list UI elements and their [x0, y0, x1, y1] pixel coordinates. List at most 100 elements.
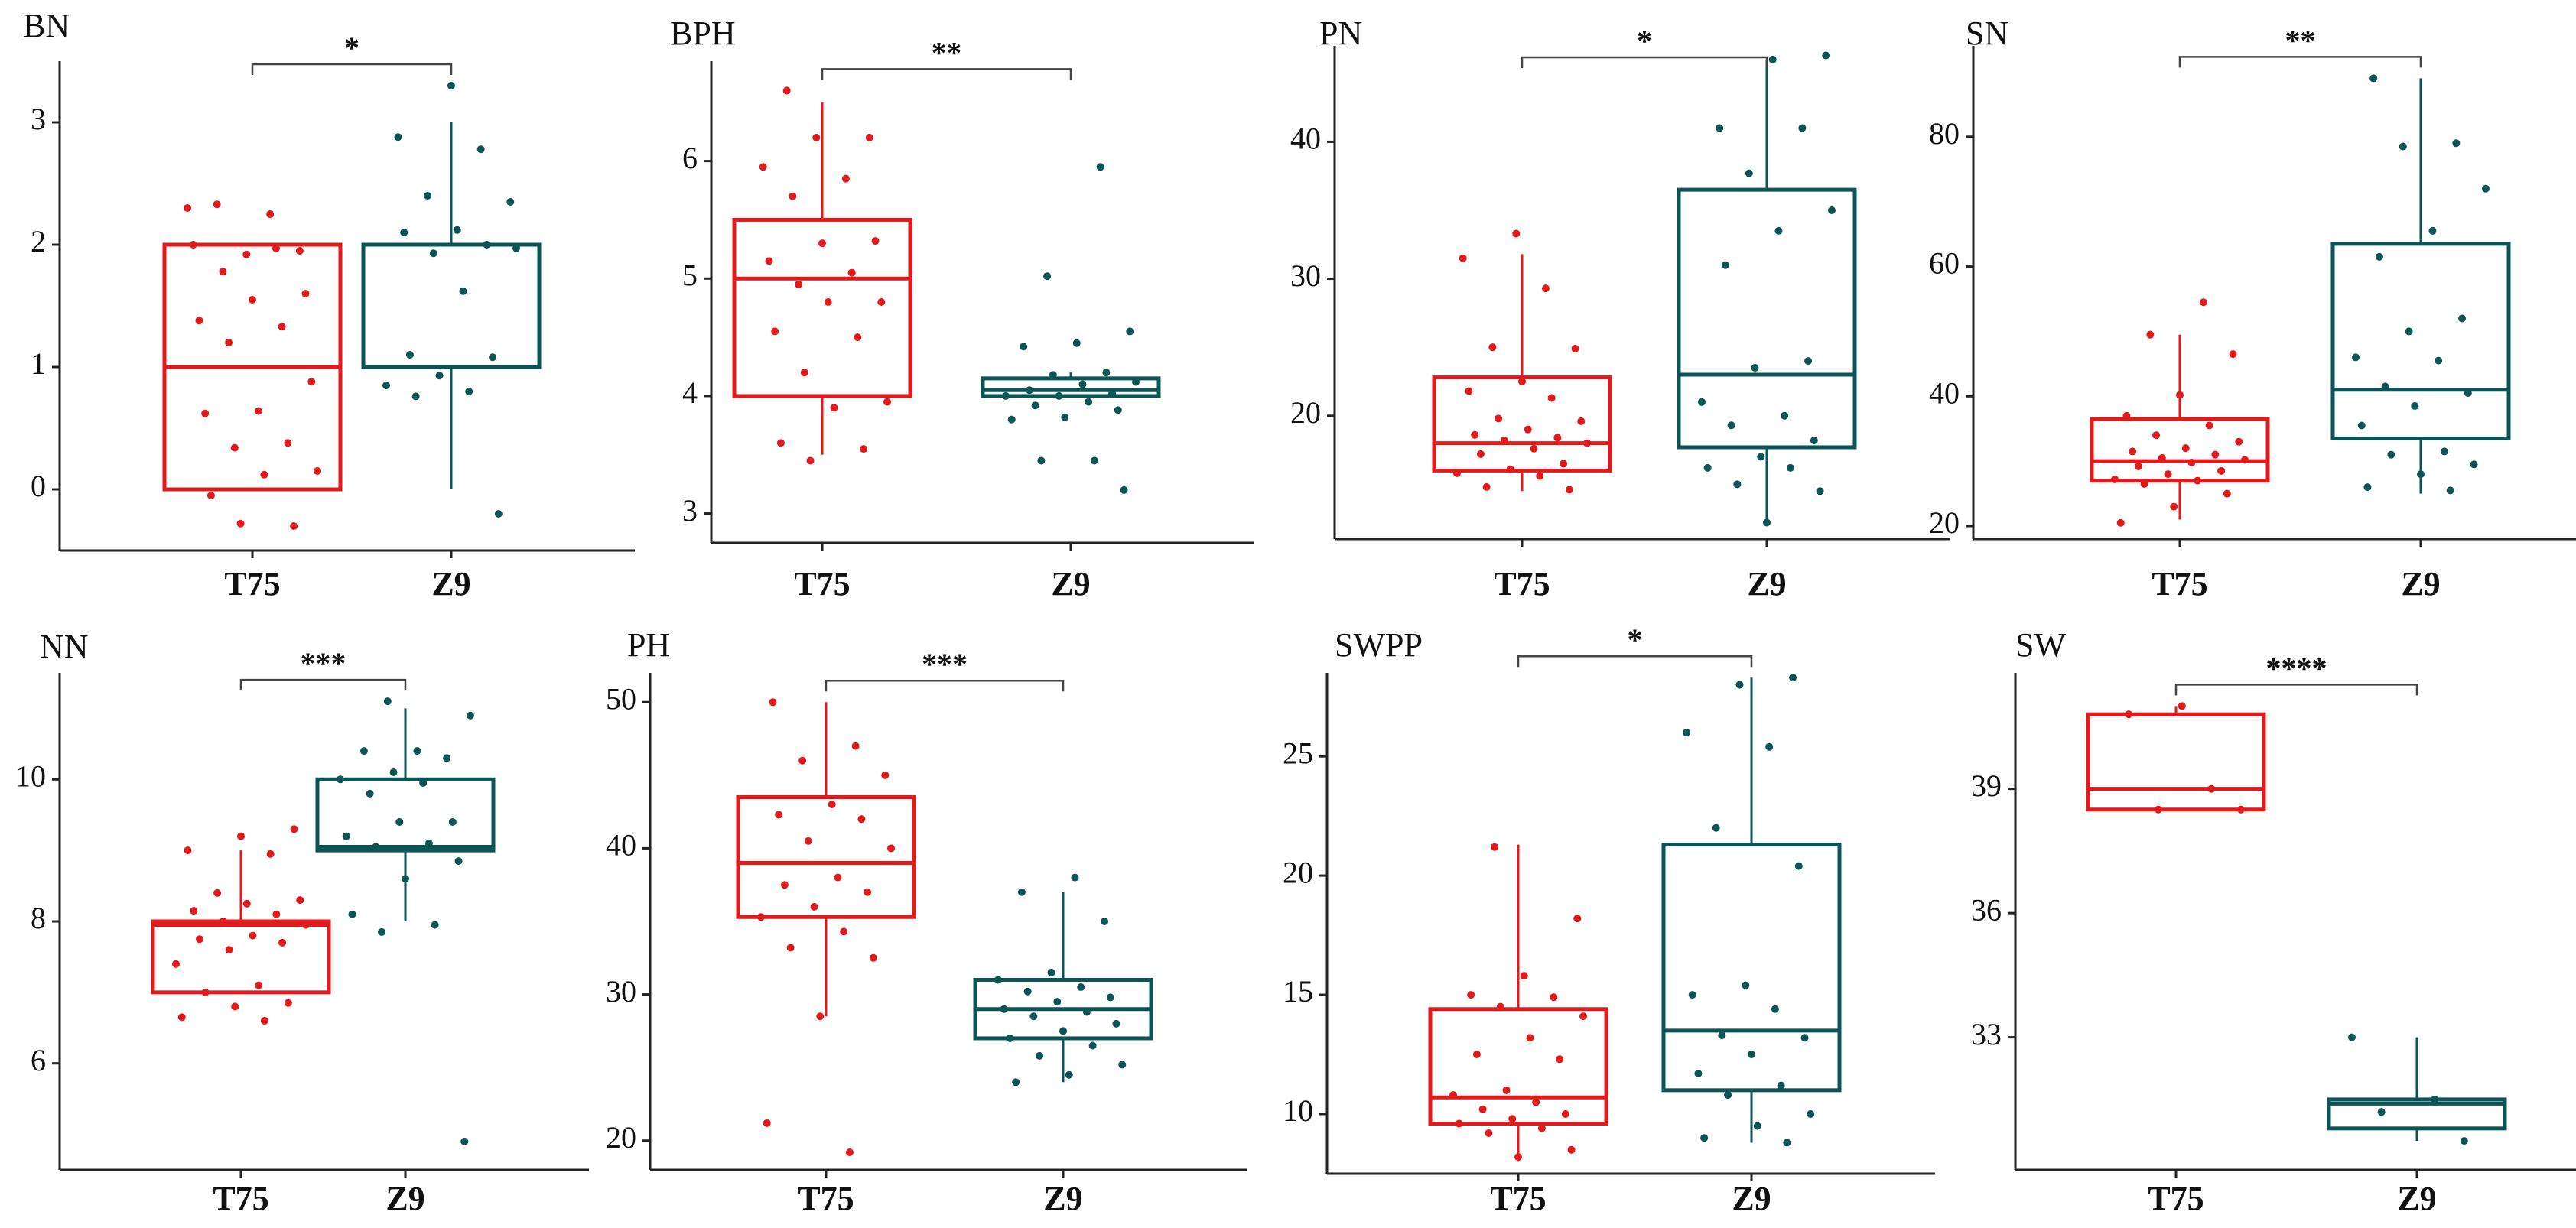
- data-point: [810, 902, 818, 911]
- data-point: [1000, 1005, 1008, 1013]
- data-point: [2452, 139, 2461, 148]
- significance-label: ***: [301, 646, 346, 681]
- data-point: [413, 747, 421, 755]
- data-point: [372, 843, 380, 851]
- x-category-label: T75: [1490, 1180, 1546, 1217]
- significance-bracket: [239, 678, 407, 691]
- data-point: [195, 317, 203, 325]
- data-point: [1118, 1061, 1127, 1069]
- data-point: [460, 1137, 469, 1145]
- data-point: [2440, 447, 2448, 456]
- data-point: [1530, 444, 1538, 453]
- data-point: [2116, 518, 2125, 527]
- data-point: [2470, 460, 2478, 469]
- group-z9: [2330, 74, 2511, 495]
- panel-title: SW: [2015, 626, 2066, 664]
- significance-bracket: [2174, 684, 2418, 696]
- data-point: [1698, 398, 1706, 406]
- data-point: [195, 935, 203, 944]
- data-point: [296, 896, 304, 905]
- y-tick-label: 60: [1929, 246, 1960, 281]
- y-tick-label: 80: [1929, 116, 1960, 151]
- data-point: [1753, 1122, 1761, 1130]
- data-point: [798, 756, 807, 765]
- panel-swpp: SWPP 10 15 20 25 T75 Z9 *: [1283, 622, 1935, 1217]
- group-t75: [1432, 229, 1612, 494]
- data-point: [1537, 1124, 1546, 1132]
- data-point: [1065, 1070, 1073, 1079]
- data-point: [1804, 357, 1813, 365]
- data-point: [775, 811, 783, 819]
- y-tick-label: 39: [1971, 768, 2002, 803]
- data-point: [1550, 993, 1558, 1002]
- data-point: [1745, 169, 1753, 177]
- significance-label: ****: [2266, 651, 2327, 685]
- data-point: [2207, 785, 2216, 793]
- box: [315, 777, 496, 853]
- data-point: [1768, 55, 1777, 63]
- data-point: [266, 210, 275, 218]
- data-point: [2164, 470, 2172, 479]
- data-point: [435, 372, 444, 380]
- data-point: [2464, 389, 2472, 398]
- x-category-label: T75: [2148, 1180, 2204, 1217]
- group-t75: [736, 698, 916, 1157]
- data-point: [278, 323, 286, 331]
- data-point: [2199, 298, 2207, 307]
- significance-bracket: [2178, 56, 2422, 68]
- data-point: [771, 327, 779, 336]
- y-tick-label: 33: [1971, 1017, 2002, 1051]
- data-point: [1703, 463, 1712, 472]
- data-point: [2170, 502, 2178, 511]
- box: [361, 242, 542, 369]
- data-point: [1800, 1034, 1809, 1042]
- data-point: [1781, 411, 1789, 420]
- data-point: [237, 832, 245, 840]
- data-point: [1112, 1019, 1120, 1028]
- y-tick-label: 20: [1283, 855, 1313, 889]
- data-point: [1049, 371, 1057, 379]
- data-point: [454, 857, 463, 866]
- y-tick-label: 40: [1929, 375, 1960, 410]
- data-point: [1567, 1145, 1576, 1154]
- data-point: [2178, 702, 2186, 710]
- data-point: [1547, 394, 1556, 402]
- data-point: [2211, 450, 2220, 459]
- data-point: [255, 981, 263, 989]
- x-category-label: T75: [2152, 565, 2207, 603]
- data-point: [776, 439, 785, 447]
- group-t75: [732, 86, 912, 465]
- data-point: [448, 818, 457, 826]
- data-point: [1721, 261, 1729, 269]
- data-point: [830, 404, 838, 412]
- group-t75: [162, 200, 343, 530]
- data-point: [1012, 1078, 1020, 1087]
- data-point: [2377, 1108, 2386, 1116]
- group-z9: [1677, 51, 1857, 527]
- data-point: [402, 875, 409, 883]
- panel-bn: BN 0 1 2 3 T75 Z9 *: [23, 7, 635, 603]
- data-point: [225, 946, 233, 954]
- data-point: [800, 369, 808, 377]
- data-point: [337, 775, 344, 784]
- x-category-label: Z9: [1043, 1180, 1082, 1217]
- x-category-label: Z9: [2401, 565, 2440, 603]
- data-point: [1082, 1008, 1091, 1016]
- data-point: [2460, 1137, 2468, 1145]
- data-point: [804, 837, 812, 845]
- y-tick-label: 3: [31, 102, 46, 136]
- data-point: [1025, 386, 1033, 395]
- data-point: [834, 873, 842, 882]
- x-category-label: T75: [213, 1180, 268, 1217]
- data-point: [307, 378, 316, 386]
- data-point: [1541, 284, 1550, 293]
- y-tick-label: 36: [1971, 892, 2002, 927]
- data-point: [1017, 888, 1026, 896]
- data-point: [1526, 1034, 1534, 1042]
- significance-bracket: [251, 63, 453, 75]
- data-point: [1694, 1070, 1703, 1077]
- data-point: [295, 247, 304, 255]
- data-point: [2428, 226, 2437, 235]
- group-z9: [981, 163, 1161, 494]
- box: [2330, 242, 2511, 440]
